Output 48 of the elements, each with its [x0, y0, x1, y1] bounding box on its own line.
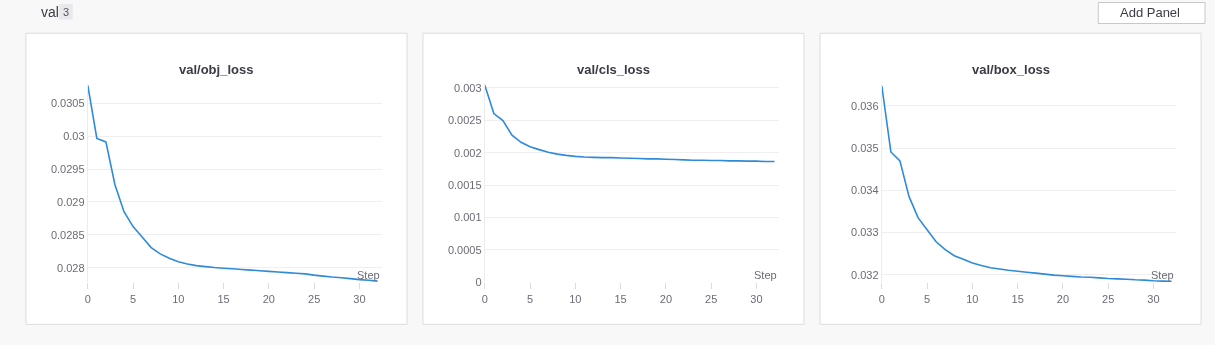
- x-tick-label: 30: [750, 292, 763, 305]
- x-tick-label: 25: [705, 292, 718, 305]
- x-axis-title: Step: [357, 269, 380, 281]
- x-tick-label: 15: [1011, 292, 1024, 305]
- line-series: [87, 84, 379, 282]
- y-tick-label: 0.034: [851, 184, 879, 197]
- y-tick-label: 0.0285: [50, 228, 85, 241]
- text: val: [41, 4, 59, 20]
- y-tick-label: 0.033: [851, 226, 879, 239]
- y-tick-label: 0.0025: [447, 114, 482, 127]
- x-tick-label: 25: [308, 292, 321, 305]
- y-tick-label: 0.0295: [50, 162, 85, 175]
- line-series: [881, 85, 1173, 283]
- y-tick-label: 0.001: [454, 211, 482, 224]
- x-axis-title: Step: [754, 269, 777, 281]
- x-tick-label: 10: [172, 292, 185, 305]
- y-tick-label: 0.035: [851, 142, 879, 155]
- chart-title: val/box_loss: [972, 62, 1051, 77]
- y-tick-label: 0.0005: [447, 243, 482, 256]
- x-tick-label: 5: [130, 292, 137, 305]
- x-tick-label: 20: [659, 292, 673, 305]
- x-tick-label: 10: [569, 292, 582, 305]
- x-tick-label: 15: [217, 292, 230, 305]
- x-tick-label: 30: [353, 292, 366, 305]
- text: Add Panel: [1120, 5, 1181, 20]
- x-axis-title: Step: [1151, 269, 1174, 281]
- x-tick-label: 30: [1147, 292, 1160, 305]
- y-tick-label: 0.028: [57, 261, 85, 274]
- chart-title: val/cls_loss: [577, 62, 650, 77]
- x-tick-label: 10: [966, 292, 979, 305]
- y-tick-label: 0: [475, 276, 482, 289]
- y-tick-label: 0.03: [63, 129, 85, 142]
- y-tick-label: 0.032: [851, 268, 879, 281]
- x-tick-label: 5: [527, 292, 534, 305]
- x-tick-label: 5: [924, 292, 931, 305]
- x-tick-label: 15: [614, 292, 627, 305]
- y-tick-label: 0.0015: [447, 178, 482, 191]
- line-series: [484, 84, 776, 163]
- x-tick-label: 25: [1102, 292, 1115, 305]
- y-tick-label: 0.0305: [50, 97, 85, 109]
- x-tick-label: 20: [1056, 292, 1070, 305]
- text: 3: [63, 6, 70, 18]
- y-tick-label: 0.029: [57, 195, 85, 208]
- x-tick-label: 20: [262, 292, 276, 305]
- y-tick-label: 0.036: [851, 99, 879, 112]
- chart-title: val/obj_loss: [179, 62, 254, 77]
- y-tick-label: 0.002: [454, 146, 482, 159]
- y-tick-label: 0.003: [454, 81, 482, 94]
